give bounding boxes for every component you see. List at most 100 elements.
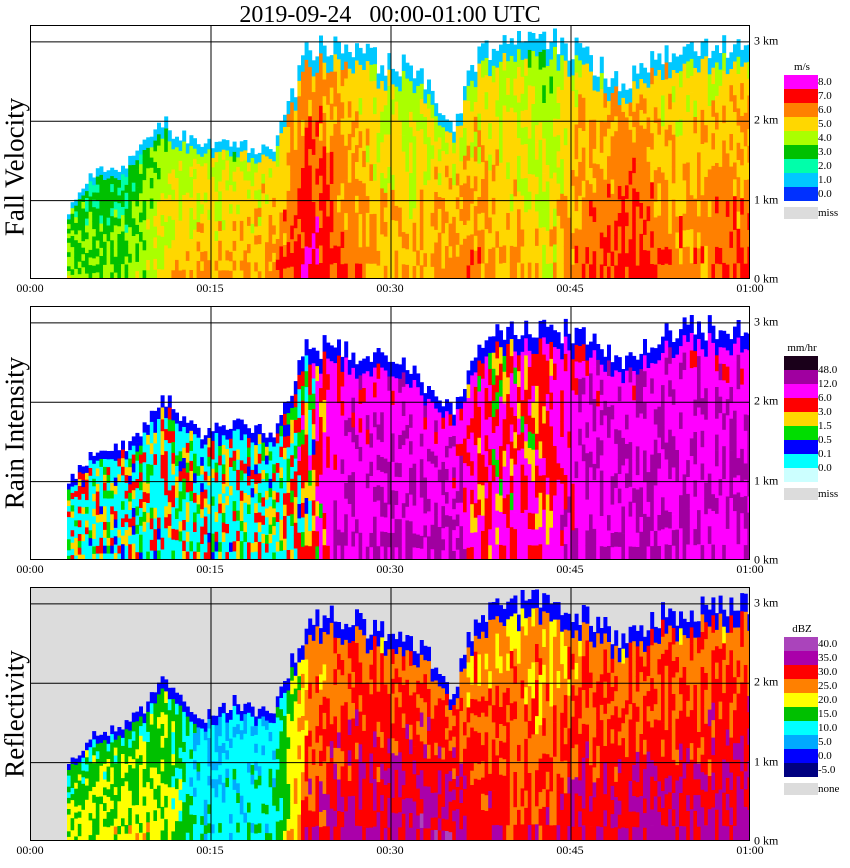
data-cell: [535, 465, 539, 482]
data-cell: [290, 143, 295, 158]
data-cell: [682, 79, 687, 97]
data-cell: [340, 458, 345, 474]
data-cell: [337, 161, 341, 179]
data-cell: [563, 457, 568, 475]
data-cell: [614, 250, 619, 266]
data-cell: [394, 175, 399, 191]
data-cell: [437, 137, 442, 150]
data-cell: [495, 324, 500, 342]
data-cell: [92, 478, 97, 487]
data-cell: [639, 413, 644, 429]
data-cell: [189, 480, 194, 492]
data-cell: [585, 263, 590, 278]
data-cell: [326, 216, 331, 233]
data-cell: [139, 163, 143, 174]
data-cell: [77, 198, 82, 206]
data-cell: [85, 183, 89, 192]
data-cell: [592, 133, 597, 149]
data-cell: [603, 546, 608, 559]
data-cell: [509, 210, 514, 229]
data-cell: [67, 214, 71, 220]
data-cell: [538, 458, 543, 476]
data-cell: [437, 244, 442, 257]
data-cell: [574, 461, 579, 479]
data-cell: [671, 182, 676, 200]
data-cell: [560, 158, 565, 177]
data-cell: [524, 406, 529, 425]
data-cell: [229, 428, 233, 439]
data-cell: [394, 476, 399, 491]
data-cell: [635, 117, 640, 133]
data-cell: [121, 509, 125, 519]
data-cell: [509, 509, 514, 528]
data-cell: [704, 142, 709, 160]
data-cell: [135, 169, 140, 179]
data-cell: [740, 197, 745, 215]
data-cell: [153, 486, 158, 498]
data-cell: [455, 502, 460, 515]
data-cell: [517, 102, 521, 121]
data-cell: [326, 389, 331, 406]
data-cell: [607, 421, 611, 438]
data-cell: [106, 490, 111, 499]
data-cell: [268, 524, 273, 534]
data-cell: [211, 214, 215, 224]
data-cell: [531, 433, 536, 450]
data-cell: [437, 196, 442, 209]
data-cell: [722, 35, 727, 54]
data-cell: [149, 453, 154, 465]
data-cell: [560, 358, 565, 375]
data-cell: [581, 197, 586, 214]
data-cell: [265, 203, 269, 214]
data-cell: [470, 546, 475, 559]
data-cell: [196, 475, 201, 486]
data-cell: [139, 525, 143, 535]
data-cell: [441, 472, 446, 484]
data-cell: [574, 89, 579, 108]
data-cell: [646, 117, 651, 133]
data-cell: [459, 232, 464, 245]
data-cell: [628, 225, 633, 240]
data-cell: [506, 527, 511, 545]
data-cell: [70, 517, 75, 524]
data-cell: [189, 520, 194, 532]
data-cell: [549, 409, 554, 427]
data-cell: [308, 181, 313, 199]
data-cell: [88, 498, 93, 507]
data-cell: [373, 230, 377, 248]
data-cell: [92, 523, 97, 532]
data-cell: [610, 265, 615, 278]
data-cell: [520, 480, 525, 497]
data-cell: [398, 504, 403, 520]
data-cell: [621, 83, 626, 98]
data-cell: [416, 400, 421, 414]
data-cell: [686, 145, 691, 163]
data-cell: [189, 490, 194, 502]
data-cell: [671, 134, 676, 151]
data-cell: [290, 225, 295, 240]
data-cell: [481, 454, 485, 470]
data-cell: [574, 245, 579, 264]
data-cell: [283, 150, 287, 163]
data-cell: [671, 247, 676, 265]
data-cell: [740, 164, 745, 182]
colorbar-label: 4.0: [818, 132, 832, 144]
data-cell: [697, 248, 701, 265]
data-cell: [207, 532, 212, 543]
data-cell: [733, 162, 737, 180]
data-cell: [635, 431, 640, 447]
data-cell: [535, 142, 539, 160]
data-cell: [157, 495, 161, 507]
data-cell: [650, 484, 655, 501]
data-cell: [131, 472, 136, 482]
data-cell: [185, 531, 190, 542]
data-cell: [560, 405, 565, 422]
data-cell: [175, 228, 179, 240]
data-cell: [632, 458, 637, 474]
data-cell: [632, 355, 637, 371]
data-cell: [297, 360, 302, 375]
data-cell: [635, 162, 640, 178]
data-cell: [747, 95, 749, 113]
data-cell: [391, 504, 395, 519]
data-cell: [297, 188, 302, 204]
